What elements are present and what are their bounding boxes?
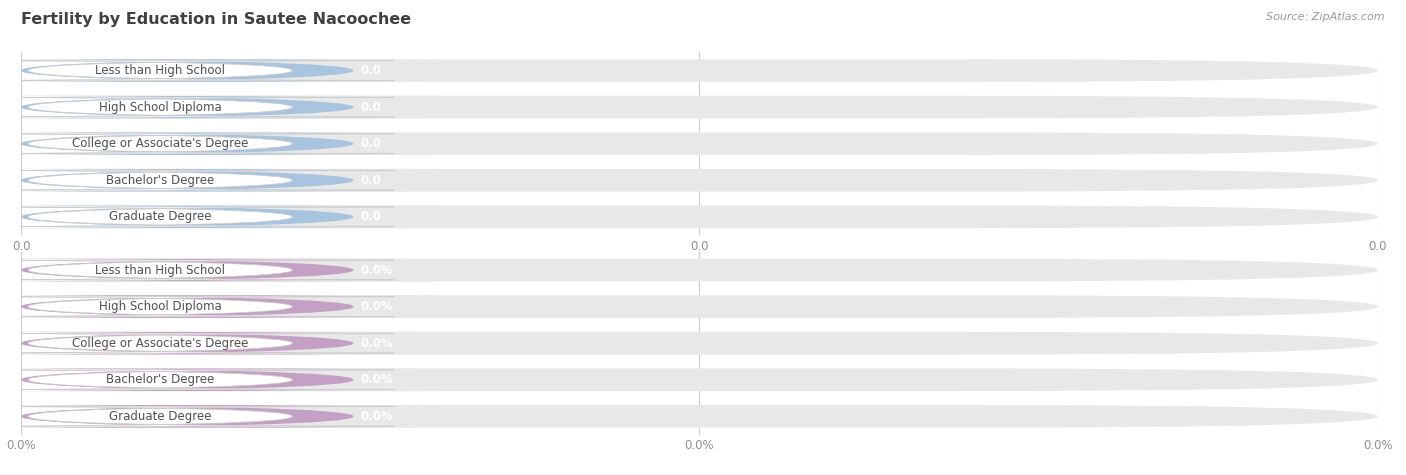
- Text: 0.0: 0.0: [360, 64, 381, 77]
- FancyBboxPatch shape: [0, 407, 394, 426]
- FancyBboxPatch shape: [0, 96, 441, 118]
- Text: 0.0%: 0.0%: [360, 337, 392, 350]
- Text: 0.0%: 0.0%: [360, 264, 392, 276]
- Text: College or Associate's Degree: College or Associate's Degree: [72, 337, 249, 350]
- FancyBboxPatch shape: [21, 405, 1378, 428]
- Text: Graduate Degree: Graduate Degree: [108, 410, 211, 423]
- FancyBboxPatch shape: [0, 134, 394, 153]
- FancyBboxPatch shape: [0, 59, 441, 82]
- Text: Graduate Degree: Graduate Degree: [108, 210, 211, 223]
- Text: Source: ZipAtlas.com: Source: ZipAtlas.com: [1267, 12, 1385, 22]
- FancyBboxPatch shape: [21, 295, 1378, 318]
- FancyBboxPatch shape: [0, 133, 441, 155]
- Text: High School Diploma: High School Diploma: [98, 101, 222, 114]
- FancyBboxPatch shape: [0, 169, 441, 191]
- FancyBboxPatch shape: [0, 332, 441, 354]
- Text: High School Diploma: High School Diploma: [98, 300, 222, 313]
- Text: Less than High School: Less than High School: [96, 64, 225, 77]
- Text: Bachelor's Degree: Bachelor's Degree: [105, 373, 214, 386]
- FancyBboxPatch shape: [21, 169, 1378, 191]
- Text: 0.0: 0.0: [360, 210, 381, 223]
- FancyBboxPatch shape: [0, 171, 394, 190]
- Text: 0.0%: 0.0%: [360, 300, 392, 313]
- FancyBboxPatch shape: [0, 259, 441, 281]
- FancyBboxPatch shape: [21, 259, 1378, 281]
- Text: 0.0: 0.0: [360, 101, 381, 114]
- FancyBboxPatch shape: [0, 260, 394, 280]
- FancyBboxPatch shape: [0, 97, 394, 117]
- FancyBboxPatch shape: [0, 207, 394, 227]
- FancyBboxPatch shape: [0, 333, 394, 353]
- FancyBboxPatch shape: [0, 206, 441, 228]
- FancyBboxPatch shape: [0, 61, 394, 80]
- FancyBboxPatch shape: [0, 405, 441, 428]
- FancyBboxPatch shape: [21, 59, 1378, 82]
- FancyBboxPatch shape: [0, 369, 441, 391]
- Text: 0.0: 0.0: [360, 137, 381, 150]
- Text: 0.0: 0.0: [360, 174, 381, 187]
- Text: 0.0%: 0.0%: [360, 410, 392, 423]
- Text: Less than High School: Less than High School: [96, 264, 225, 276]
- Text: College or Associate's Degree: College or Associate's Degree: [72, 137, 249, 150]
- FancyBboxPatch shape: [21, 206, 1378, 228]
- Text: Bachelor's Degree: Bachelor's Degree: [105, 174, 214, 187]
- FancyBboxPatch shape: [21, 332, 1378, 354]
- FancyBboxPatch shape: [0, 370, 394, 390]
- Text: Fertility by Education in Sautee Nacoochee: Fertility by Education in Sautee Nacooch…: [21, 12, 411, 27]
- Text: 0.0%: 0.0%: [360, 373, 392, 386]
- FancyBboxPatch shape: [21, 369, 1378, 391]
- FancyBboxPatch shape: [0, 297, 394, 316]
- FancyBboxPatch shape: [21, 133, 1378, 155]
- FancyBboxPatch shape: [21, 96, 1378, 118]
- FancyBboxPatch shape: [0, 295, 441, 318]
